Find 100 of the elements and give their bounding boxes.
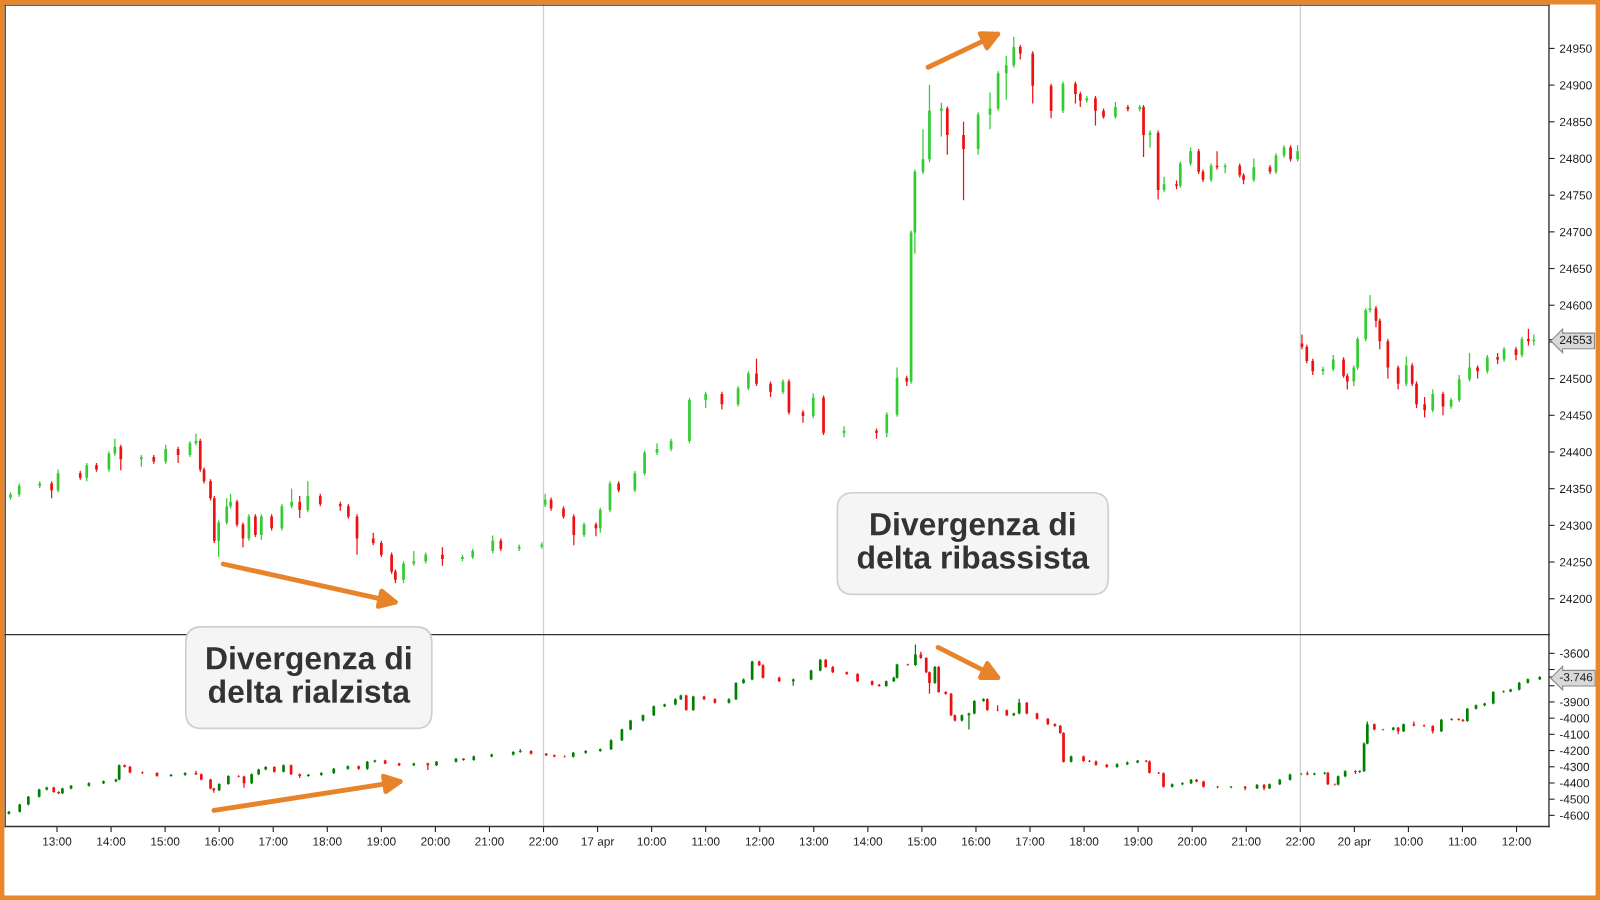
candlestick — [254, 513, 257, 538]
x-tick-label: 15:00 — [151, 837, 180, 846]
candlestick — [95, 462, 98, 473]
y-tick-label: 24800 — [1559, 154, 1592, 163]
candlestick — [856, 672, 859, 683]
x-tick-label: 21:00 — [1232, 837, 1261, 846]
y-tick-label: 24250 — [1559, 558, 1592, 567]
candlestick — [1352, 364, 1356, 387]
candlestick — [885, 411, 889, 438]
candlestick — [1094, 95, 1097, 127]
x-tick-label: 15:00 — [908, 837, 937, 846]
x-tick-label: 13:00 — [799, 837, 829, 846]
candlestick — [61, 787, 64, 795]
y-tick-label: -4200 — [1559, 746, 1590, 755]
y-tick-label: 24750 — [1559, 191, 1592, 200]
candlestick — [229, 493, 232, 510]
x-tick-label: 17:00 — [259, 837, 288, 846]
candlestick — [1365, 720, 1369, 745]
annotation: Divergenza di delta ribassista — [857, 512, 1090, 569]
y-tick-label: 24400 — [1559, 448, 1592, 457]
candlestick — [875, 427, 878, 440]
y-tick-label: 24300 — [1559, 521, 1592, 530]
candlestick — [390, 551, 393, 575]
candlestick — [1268, 782, 1271, 790]
candlestick — [306, 480, 310, 513]
candlestick — [462, 757, 465, 762]
candlestick — [572, 513, 576, 546]
x-tick-label: 21:00 — [475, 837, 504, 846]
y-tick-label: -4500 — [1559, 795, 1590, 804]
x-tick-label: 17 apr — [581, 837, 615, 848]
candlestick — [1004, 55, 1008, 101]
candlestick — [1296, 144, 1299, 163]
candlestick — [1457, 374, 1461, 403]
y-tick-label: 24700 — [1559, 227, 1592, 237]
y-tick-label: 24950 — [1559, 44, 1592, 53]
candlestick — [1342, 356, 1345, 379]
candlestick — [540, 541, 544, 550]
candlestick — [123, 763, 126, 769]
candlestick — [1012, 36, 1016, 69]
x-tick-label: 18:00 — [313, 837, 342, 846]
x-tick-label: 12:00 — [1502, 837, 1531, 846]
y-tick-label: -4600 — [1559, 811, 1590, 820]
candlestick — [1381, 728, 1385, 732]
y-tick-label: 24450 — [1559, 411, 1592, 420]
candlestick — [1195, 778, 1198, 783]
x-tick-label: 20:00 — [421, 837, 450, 846]
candlestick — [119, 444, 123, 471]
y-tick-label: 24500 — [1559, 374, 1592, 383]
y-tick-label: 24553 — [1559, 335, 1592, 345]
x-tick-label: 22:00 — [529, 837, 558, 846]
x-tick-label: 13:00 — [43, 837, 72, 846]
candlestick — [1252, 157, 1256, 183]
x-tick-label: 11:00 — [692, 837, 720, 846]
candlestick — [1074, 80, 1077, 105]
x-tick-label: 17:00 — [1016, 837, 1045, 846]
candlestick — [1410, 362, 1414, 387]
candlestick — [982, 697, 985, 703]
x-tick-label: 19:00 — [367, 837, 396, 846]
y-tick-label: -4100 — [1559, 730, 1590, 739]
candlestick — [1305, 344, 1309, 364]
candlestick — [164, 444, 168, 465]
candlestick — [1082, 754, 1085, 763]
candlestick — [1402, 722, 1405, 733]
candlestick — [1423, 396, 1426, 419]
candlestick — [598, 507, 602, 534]
candlestick — [1148, 759, 1151, 775]
y-tick-label: 24650 — [1559, 264, 1592, 273]
candlestick — [435, 760, 438, 767]
x-tick-label: 11:00 — [1449, 837, 1477, 846]
candlestick — [1189, 146, 1192, 167]
candlestick — [1202, 780, 1205, 789]
candlestick — [1181, 781, 1184, 786]
candlestick — [209, 478, 212, 502]
candlestick — [1162, 771, 1165, 789]
candlestick — [1468, 352, 1471, 383]
candlestick — [750, 660, 754, 681]
x-tick-label: 18:00 — [1070, 837, 1099, 846]
candlestick — [1175, 179, 1178, 190]
candlestick — [1178, 160, 1182, 189]
candlestick — [402, 560, 405, 584]
candlestick — [742, 677, 745, 685]
candlestick — [441, 546, 444, 567]
x-tick-label: 19:00 — [1124, 837, 1153, 846]
candlestick — [102, 779, 105, 785]
y-tick-label: -3.746 — [1559, 673, 1593, 682]
candlestick — [1102, 107, 1105, 120]
x-tick-label: 16:00 — [962, 837, 991, 846]
candlestick — [1356, 336, 1359, 371]
candlestick — [928, 84, 931, 163]
candlestick — [1527, 328, 1530, 347]
candlestick — [914, 643, 917, 667]
x-tick-label: 10:00 — [637, 837, 666, 846]
candlestick — [562, 505, 565, 520]
y-tick-label: 24350 — [1559, 484, 1592, 494]
candlestick — [811, 392, 815, 419]
y-tick-label: -4300 — [1559, 762, 1590, 772]
candlestick — [1114, 101, 1117, 120]
candlestick — [461, 554, 464, 562]
candlestick — [1289, 144, 1292, 163]
x-tick-label: 14:00 — [853, 837, 883, 846]
